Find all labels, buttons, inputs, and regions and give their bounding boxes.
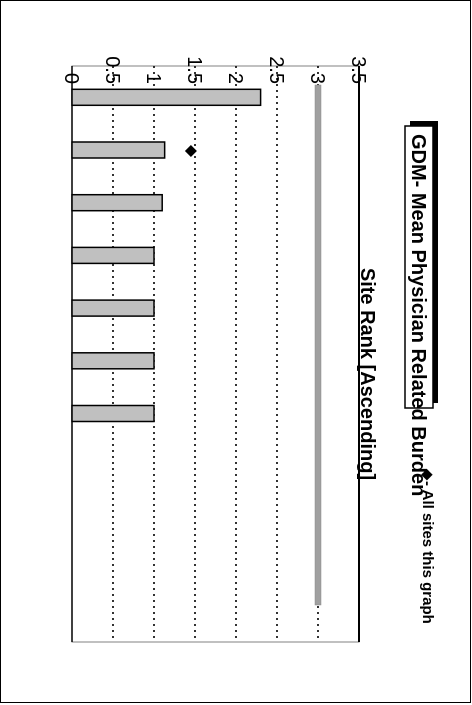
bar xyxy=(71,404,155,423)
y-tick-label: 3.5 xyxy=(347,56,369,84)
title-frame xyxy=(404,125,434,409)
bar xyxy=(71,352,155,370)
bar xyxy=(71,299,155,317)
y-tick-label: 0 xyxy=(60,73,82,84)
x-axis-label: Site Rank [Ascending] xyxy=(356,268,378,480)
y-tick-label: 0.5 xyxy=(101,56,123,84)
y-tick-label: 2 xyxy=(224,73,246,84)
bar xyxy=(71,246,155,265)
y-tick-label: 2.5 xyxy=(265,56,287,84)
rotated-chart-group: 3.5 3 2.5 2 1.5 1 0.5 0 GDM- Mean Physician Rel… xyxy=(60,56,438,643)
y-tick-label: 3 xyxy=(306,73,328,84)
legend: ◆ - All sites this graph xyxy=(419,469,436,624)
all-sites-marker xyxy=(184,145,197,157)
bar xyxy=(71,141,166,159)
reference-line xyxy=(314,84,322,606)
bars xyxy=(71,84,322,606)
title-box: GDM- Mean Physician Related Burden xyxy=(404,121,438,496)
legend-diamond-icon: ◆ xyxy=(419,469,436,481)
y-tick-labels: 3.5 3 2.5 2 1.5 1 0.5 0 xyxy=(60,56,369,84)
chart-title: GDM- Mean Physician Related Burden xyxy=(407,134,429,496)
y-tick-label: 1 xyxy=(142,73,164,84)
y-tick-label: 1.5 xyxy=(183,56,205,84)
legend-label: - All sites this graph xyxy=(419,481,436,624)
bar xyxy=(71,88,262,107)
bar xyxy=(71,193,163,212)
